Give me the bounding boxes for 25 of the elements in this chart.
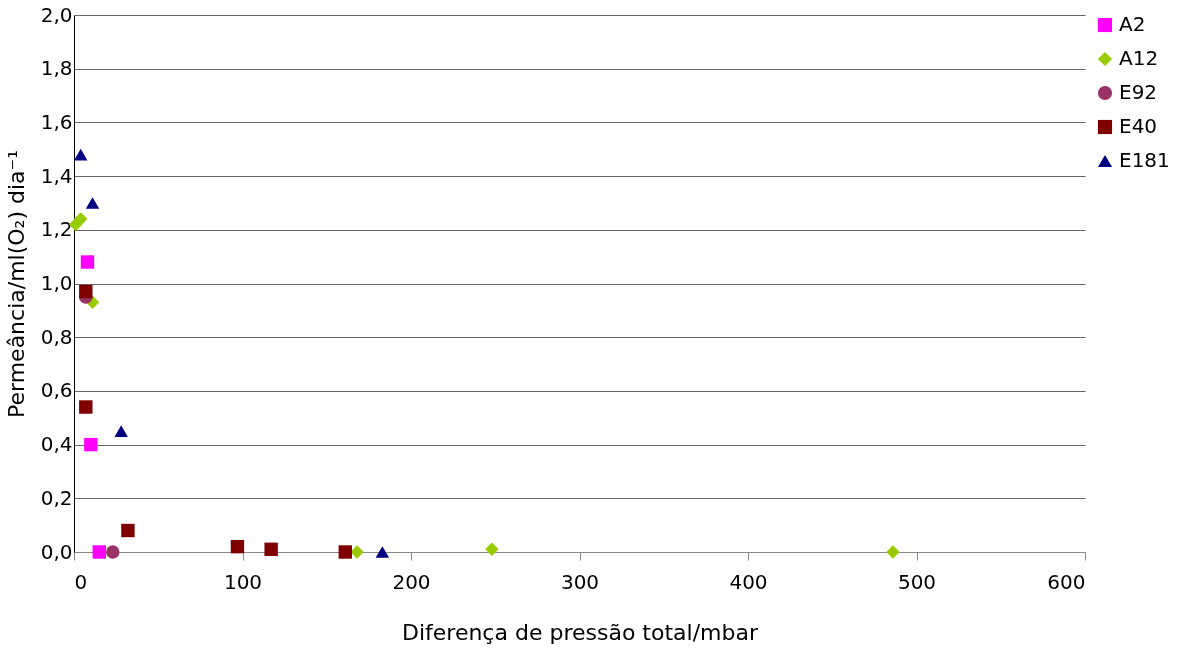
y-tick-label: 0,6 xyxy=(40,378,73,403)
y-tick-label: 0,2 xyxy=(40,485,73,510)
y-tick-label: 1,8 xyxy=(40,56,73,81)
y-axis-title: Permeância/ml(O₂) dia⁻¹ xyxy=(3,150,29,418)
legend-label: E92 xyxy=(1119,80,1158,104)
legend-label: A12 xyxy=(1119,46,1159,70)
x-tick-label: 200 xyxy=(392,569,431,594)
y-tick-label: 1,0 xyxy=(40,271,73,295)
x-axis-title: Diferença de pressão total/mbar xyxy=(402,619,759,645)
x-tick-label: 500 xyxy=(897,569,937,594)
y-tick-label: 2,0 xyxy=(40,2,73,27)
y-tick-label: 0,8 xyxy=(40,324,73,349)
y-tick-label: 1,4 xyxy=(40,163,73,188)
y-tick-label: 1,2 xyxy=(40,217,73,242)
legend-label: A2 xyxy=(1119,12,1146,36)
legend-label: E40 xyxy=(1119,114,1158,138)
y-tick-label: 0,0 xyxy=(40,539,73,564)
y-tick-label: 0,4 xyxy=(40,432,73,457)
x-tick-label: 300 xyxy=(560,569,600,594)
x-tick-label: 100 xyxy=(223,569,263,594)
x-tick-label: 600 xyxy=(1047,569,1086,594)
y-tick-label: 1,6 xyxy=(40,109,73,134)
legend-label: E181 xyxy=(1119,148,1170,172)
x-tick-label: 400 xyxy=(729,569,768,594)
x-tick-label: 0 xyxy=(74,569,88,594)
